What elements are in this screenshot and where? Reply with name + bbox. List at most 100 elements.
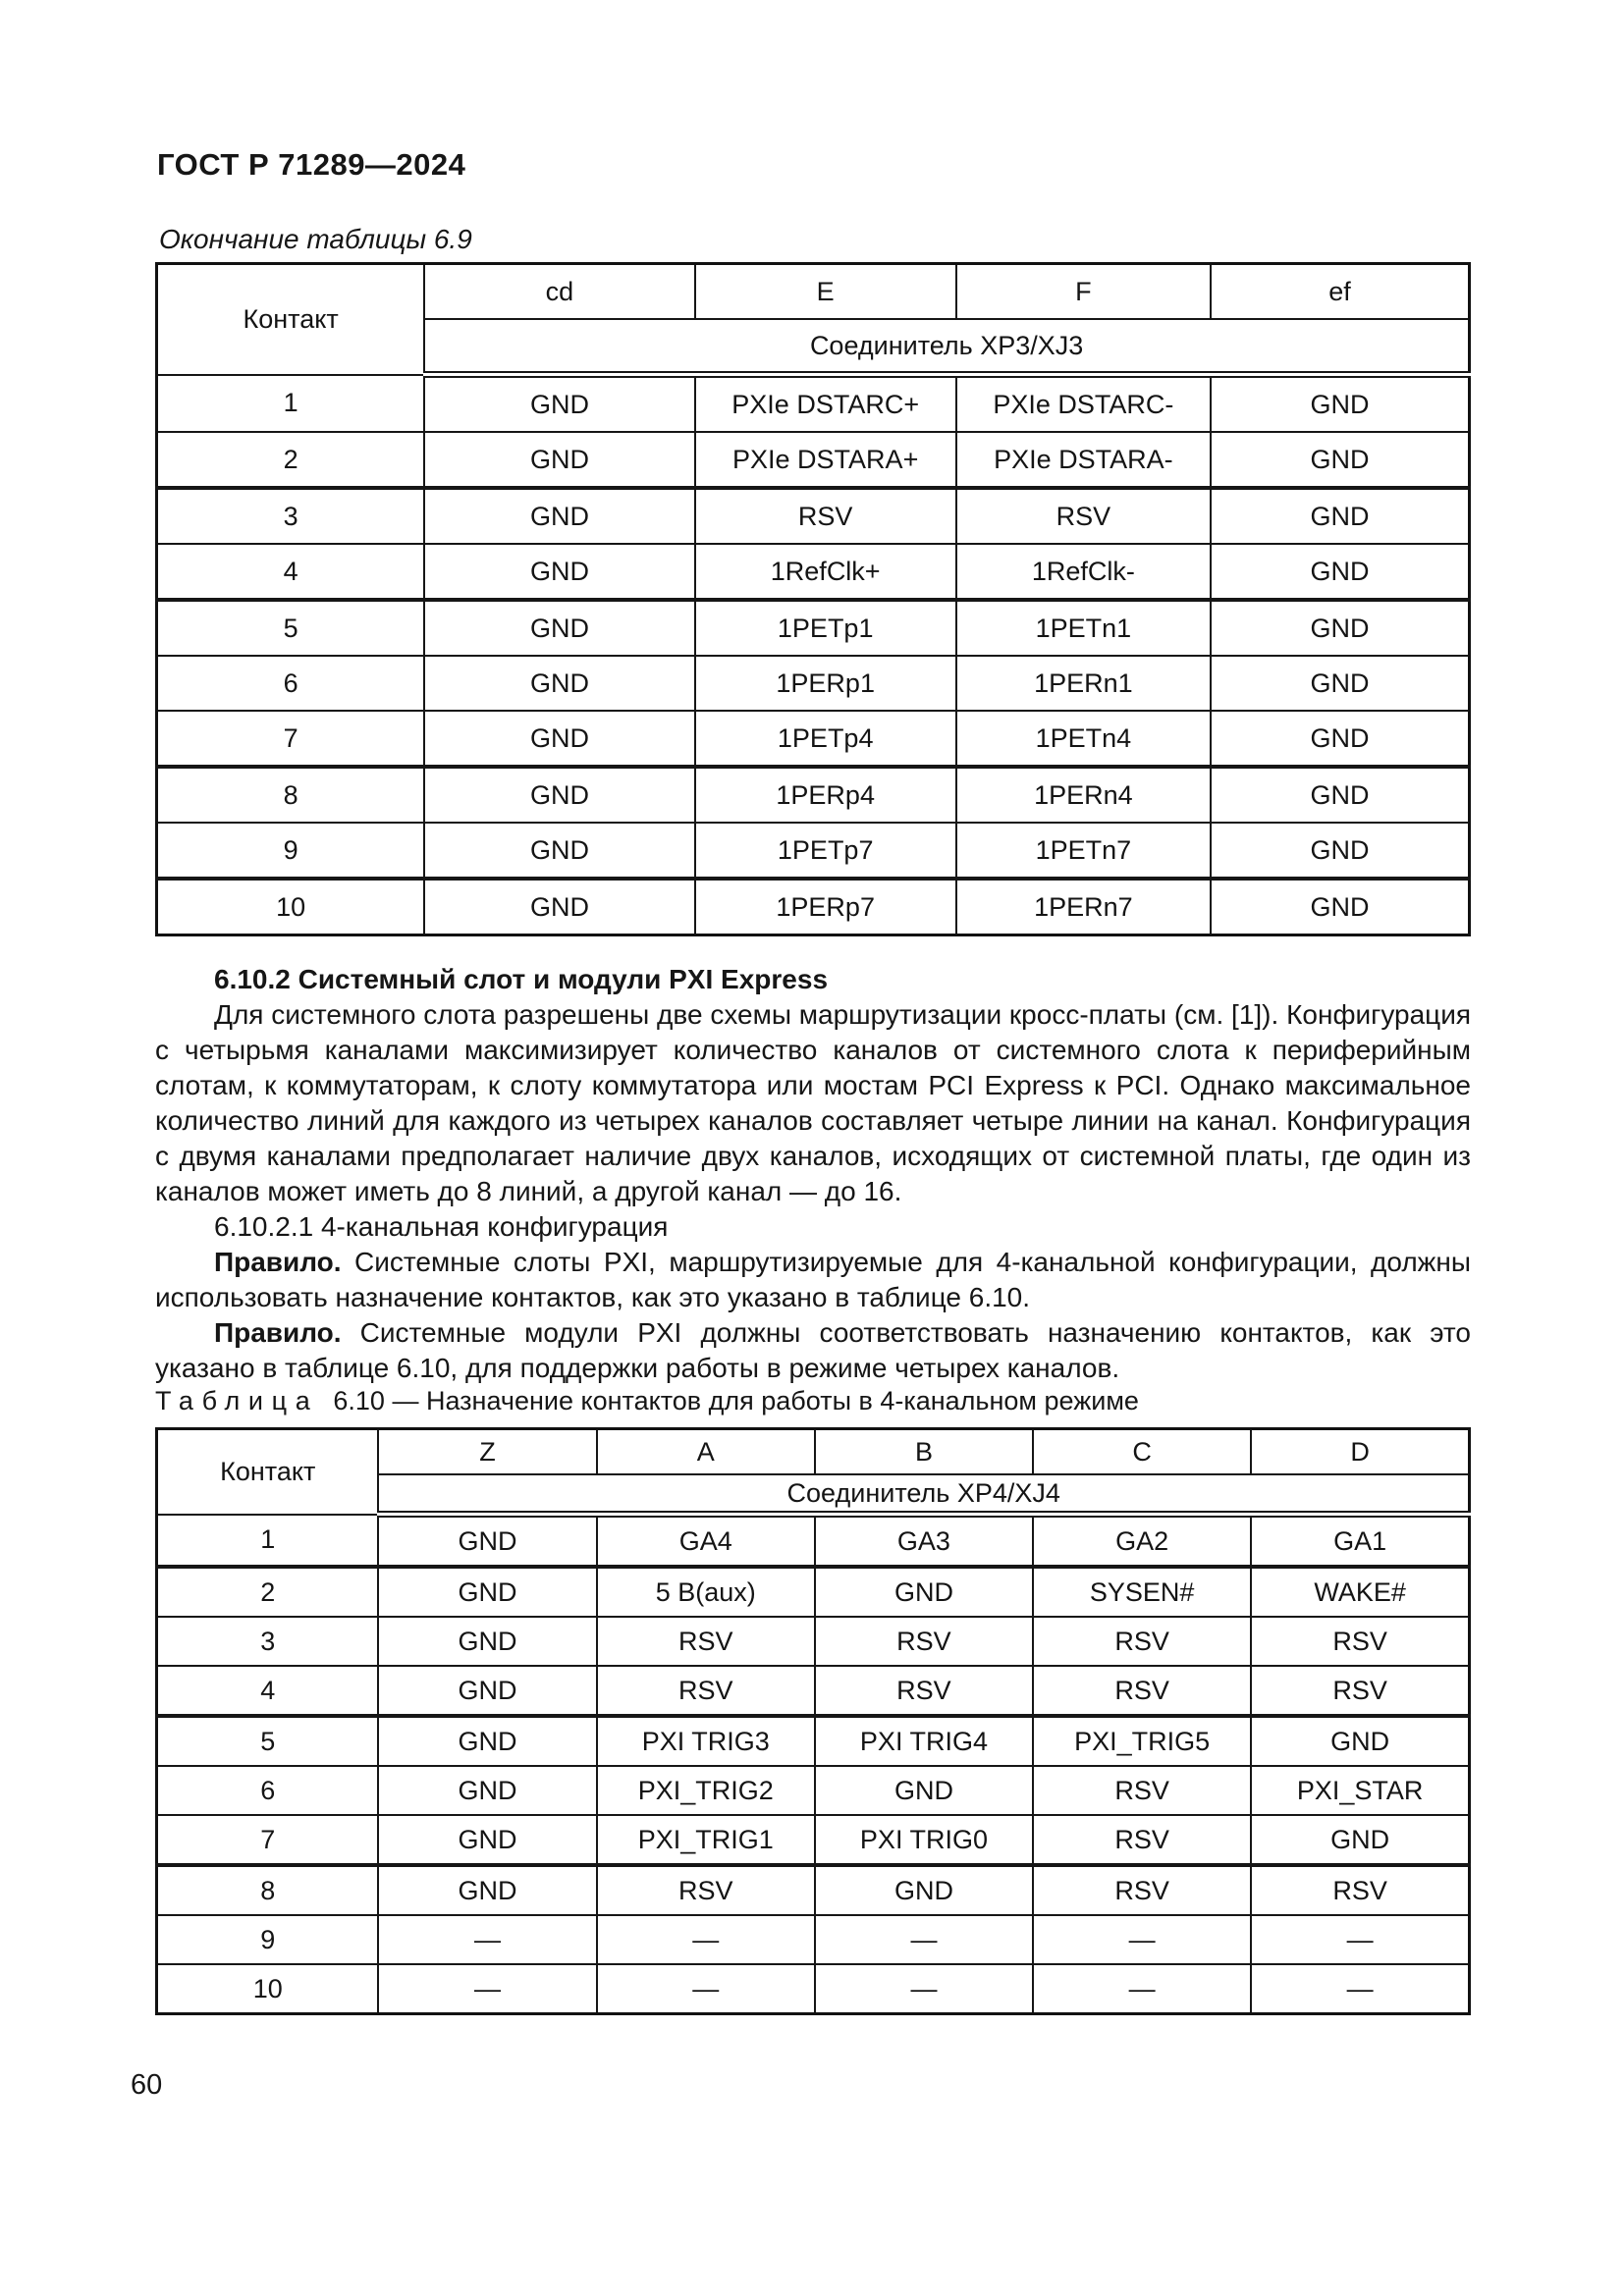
pin-signal-cell: — [1250,1914,1471,1965]
table-6-9: Контакт cd E F ef Соединитель XP3/XJ3 1 G… [155,262,1471,936]
pin-signal-cell: GND [377,1765,598,1816]
connector-header-row: Соединитель XP4/XJ4 [157,1473,1471,1518]
pin-signal-cell: 1PETn1 [954,599,1213,657]
table-6-9-header: Контакт cd E F ef Соединитель XP3/XJ3 [155,262,1471,378]
pin-signal-cell: PXI_STAR [1250,1765,1471,1816]
pin-signal-cell: GND [1250,1715,1471,1767]
pin-signal-cell: GND [1210,599,1471,657]
pin-signal-cell: — [377,1914,598,1965]
pin-signal-cell: 1PERn7 [954,878,1213,936]
pin-signal-cell: PXIe DSTARC- [954,373,1213,433]
pin-signal-cell: GND [1210,373,1471,433]
column-header-a: A [595,1427,816,1475]
table-row: 1 GND PXIe DSTARC+ PXIe DSTARC- GND [155,373,1471,433]
table-row: 3 GND RSV RSV GND [155,487,1471,545]
contact-number-cell: 7 [155,1814,380,1867]
contact-number-cell: 1 [155,373,426,433]
pin-signal-cell: RSV [1032,1616,1253,1667]
pin-signal-cell: RSV [595,1616,816,1667]
connector-header: Соединитель XP3/XJ3 [423,318,1471,378]
caption-dash: — [392,1386,419,1415]
pin-signal-cell: 1PERn4 [954,766,1213,824]
contact-number-cell: 9 [155,822,426,881]
pin-signal-cell: 1PETp7 [693,822,957,881]
table-row: 9 GND 1PETp7 1PETn7 GND [155,822,1471,881]
contact-number-cell: 4 [155,543,426,602]
pin-signal-cell: SYSEN# [1032,1566,1253,1618]
caption-label: Таблица [155,1386,319,1415]
pin-signal-cell: GND [1210,655,1471,712]
pin-signal-cell: GND [813,1864,1035,1916]
pin-signal-cell: GND [423,766,696,824]
pin-signal-cell: GND [423,878,696,936]
pin-signal-cell: RSV [1032,1814,1253,1867]
table-6-9-body: 1 GND PXIe DSTARC+ PXIe DSTARC- GND 2 GND PXIe … [155,373,1471,936]
table-header-row: Контакт cd E F ef [155,262,1471,376]
pin-signal-cell: GND [377,1814,598,1867]
connector-header-row: Соединитель XP3/XJ3 [157,318,1471,378]
contact-number-cell: 3 [155,487,426,545]
table-6-10-body: 1 GND GA4 GA3 GA2 GA1 2 GND 5 B(aux) GND SYSEN# WAK… [155,1513,1471,2015]
pin-signal-cell: GND [423,710,696,769]
pin-signal-cell: GND [377,1864,598,1916]
pin-signal-cell: GND [423,655,696,712]
pin-signal-cell: GND [377,1715,598,1767]
table-row: 4 GND 1RefClk+ 1RefClk- GND [155,543,1471,602]
contact-number-cell: 10 [155,878,426,936]
pin-signal-cell: GND [1210,543,1471,602]
table-row: 2 GND PXIe DSTARA+ PXIe DSTARA- GND [155,431,1471,490]
contact-number-cell: 9 [155,1914,380,1965]
table-header-row: Контакт Z A B C D [155,1427,1471,1516]
table-row: 1 GND GA4 GA3 GA2 GA1 [155,1513,1471,1569]
page-number: 60 [131,2069,163,2101]
caption-number: 6.10 [333,1386,385,1415]
contact-number-cell: 10 [155,1963,380,2015]
column-header-c: C [1032,1427,1253,1475]
table-row: 10 GND 1PERp7 1PERn7 GND [155,878,1471,936]
section-6-10-2: 6.10.2 Системный слот и модули PXI Expre… [155,962,1471,1386]
rule-paragraph-2: Правило. Системные модули PXI должны соо… [155,1315,1471,1386]
table-row: 8 GND RSV GND RSV RSV [155,1864,1471,1916]
section-subheading: 6.10.2.1 4-канальная конфигурация [214,1211,669,1242]
pin-signal-cell: 1PERp1 [693,655,957,712]
pin-signal-cell: GND [1210,878,1471,936]
pin-signal-cell: GND [377,1616,598,1667]
pin-signal-cell: PXI_TRIG5 [1032,1715,1253,1767]
pin-signal-cell: — [813,1963,1035,2015]
table-row: 5 GND PXI TRIG3 PXI TRIG4 PXI_TRIG5 GND [155,1715,1471,1767]
pin-signal-cell: 1PERn1 [954,655,1213,712]
pin-signal-cell: GND [377,1513,598,1569]
pin-signal-cell: PXI_TRIG2 [595,1765,816,1816]
table-row: 7 GND 1PETp4 1PETn4 GND [155,710,1471,769]
pin-signal-cell: GND [1210,431,1471,490]
page-title: ГОСТ Р 71289—2024 [157,147,466,182]
column-header-cd: cd [423,262,696,320]
pin-signal-cell: GND [813,1566,1035,1618]
pin-signal-cell: GND [1210,710,1471,769]
caption-title: Назначение контактов для работы в 4-кана… [425,1386,1139,1415]
pin-signal-cell: PXI_TRIG1 [595,1814,816,1867]
pin-signal-cell: PXIe DSTARA- [954,431,1213,490]
table-row: 2 GND 5 B(aux) GND SYSEN# WAKE# [155,1566,1471,1618]
pin-signal-cell: 1PETp1 [693,599,957,657]
pin-signal-cell: RSV [813,1616,1035,1667]
pin-signal-cell: 5 B(aux) [595,1566,816,1618]
pin-signal-cell: RSV [813,1665,1035,1718]
table-6-10-header: Контакт Z A B C D Соединитель XP4/XJ4 [155,1427,1471,1518]
contact-number-cell: 8 [155,766,426,824]
column-header-d: D [1250,1427,1471,1475]
rule-lead: Правило. [214,1247,342,1277]
table-6-10-caption: Таблица 6.10 — Назначение контактов для … [155,1386,1139,1416]
contact-number-cell: 1 [155,1513,380,1569]
pin-signal-cell: — [1250,1963,1471,2015]
pin-signal-cell: 1PETn7 [954,822,1213,881]
pin-signal-cell: GND [1210,487,1471,545]
contact-number-cell: 7 [155,710,426,769]
pin-signal-cell: PXI TRIG3 [595,1715,816,1767]
table-row: 5 GND 1PETp1 1PETn1 GND [155,599,1471,657]
pin-signal-cell: GND [423,487,696,545]
table-row: 9— — — — — [155,1914,1471,1965]
contact-number-cell: 2 [155,431,426,490]
table-row: 8 GND 1PERp4 1PERn4 GND [155,766,1471,824]
